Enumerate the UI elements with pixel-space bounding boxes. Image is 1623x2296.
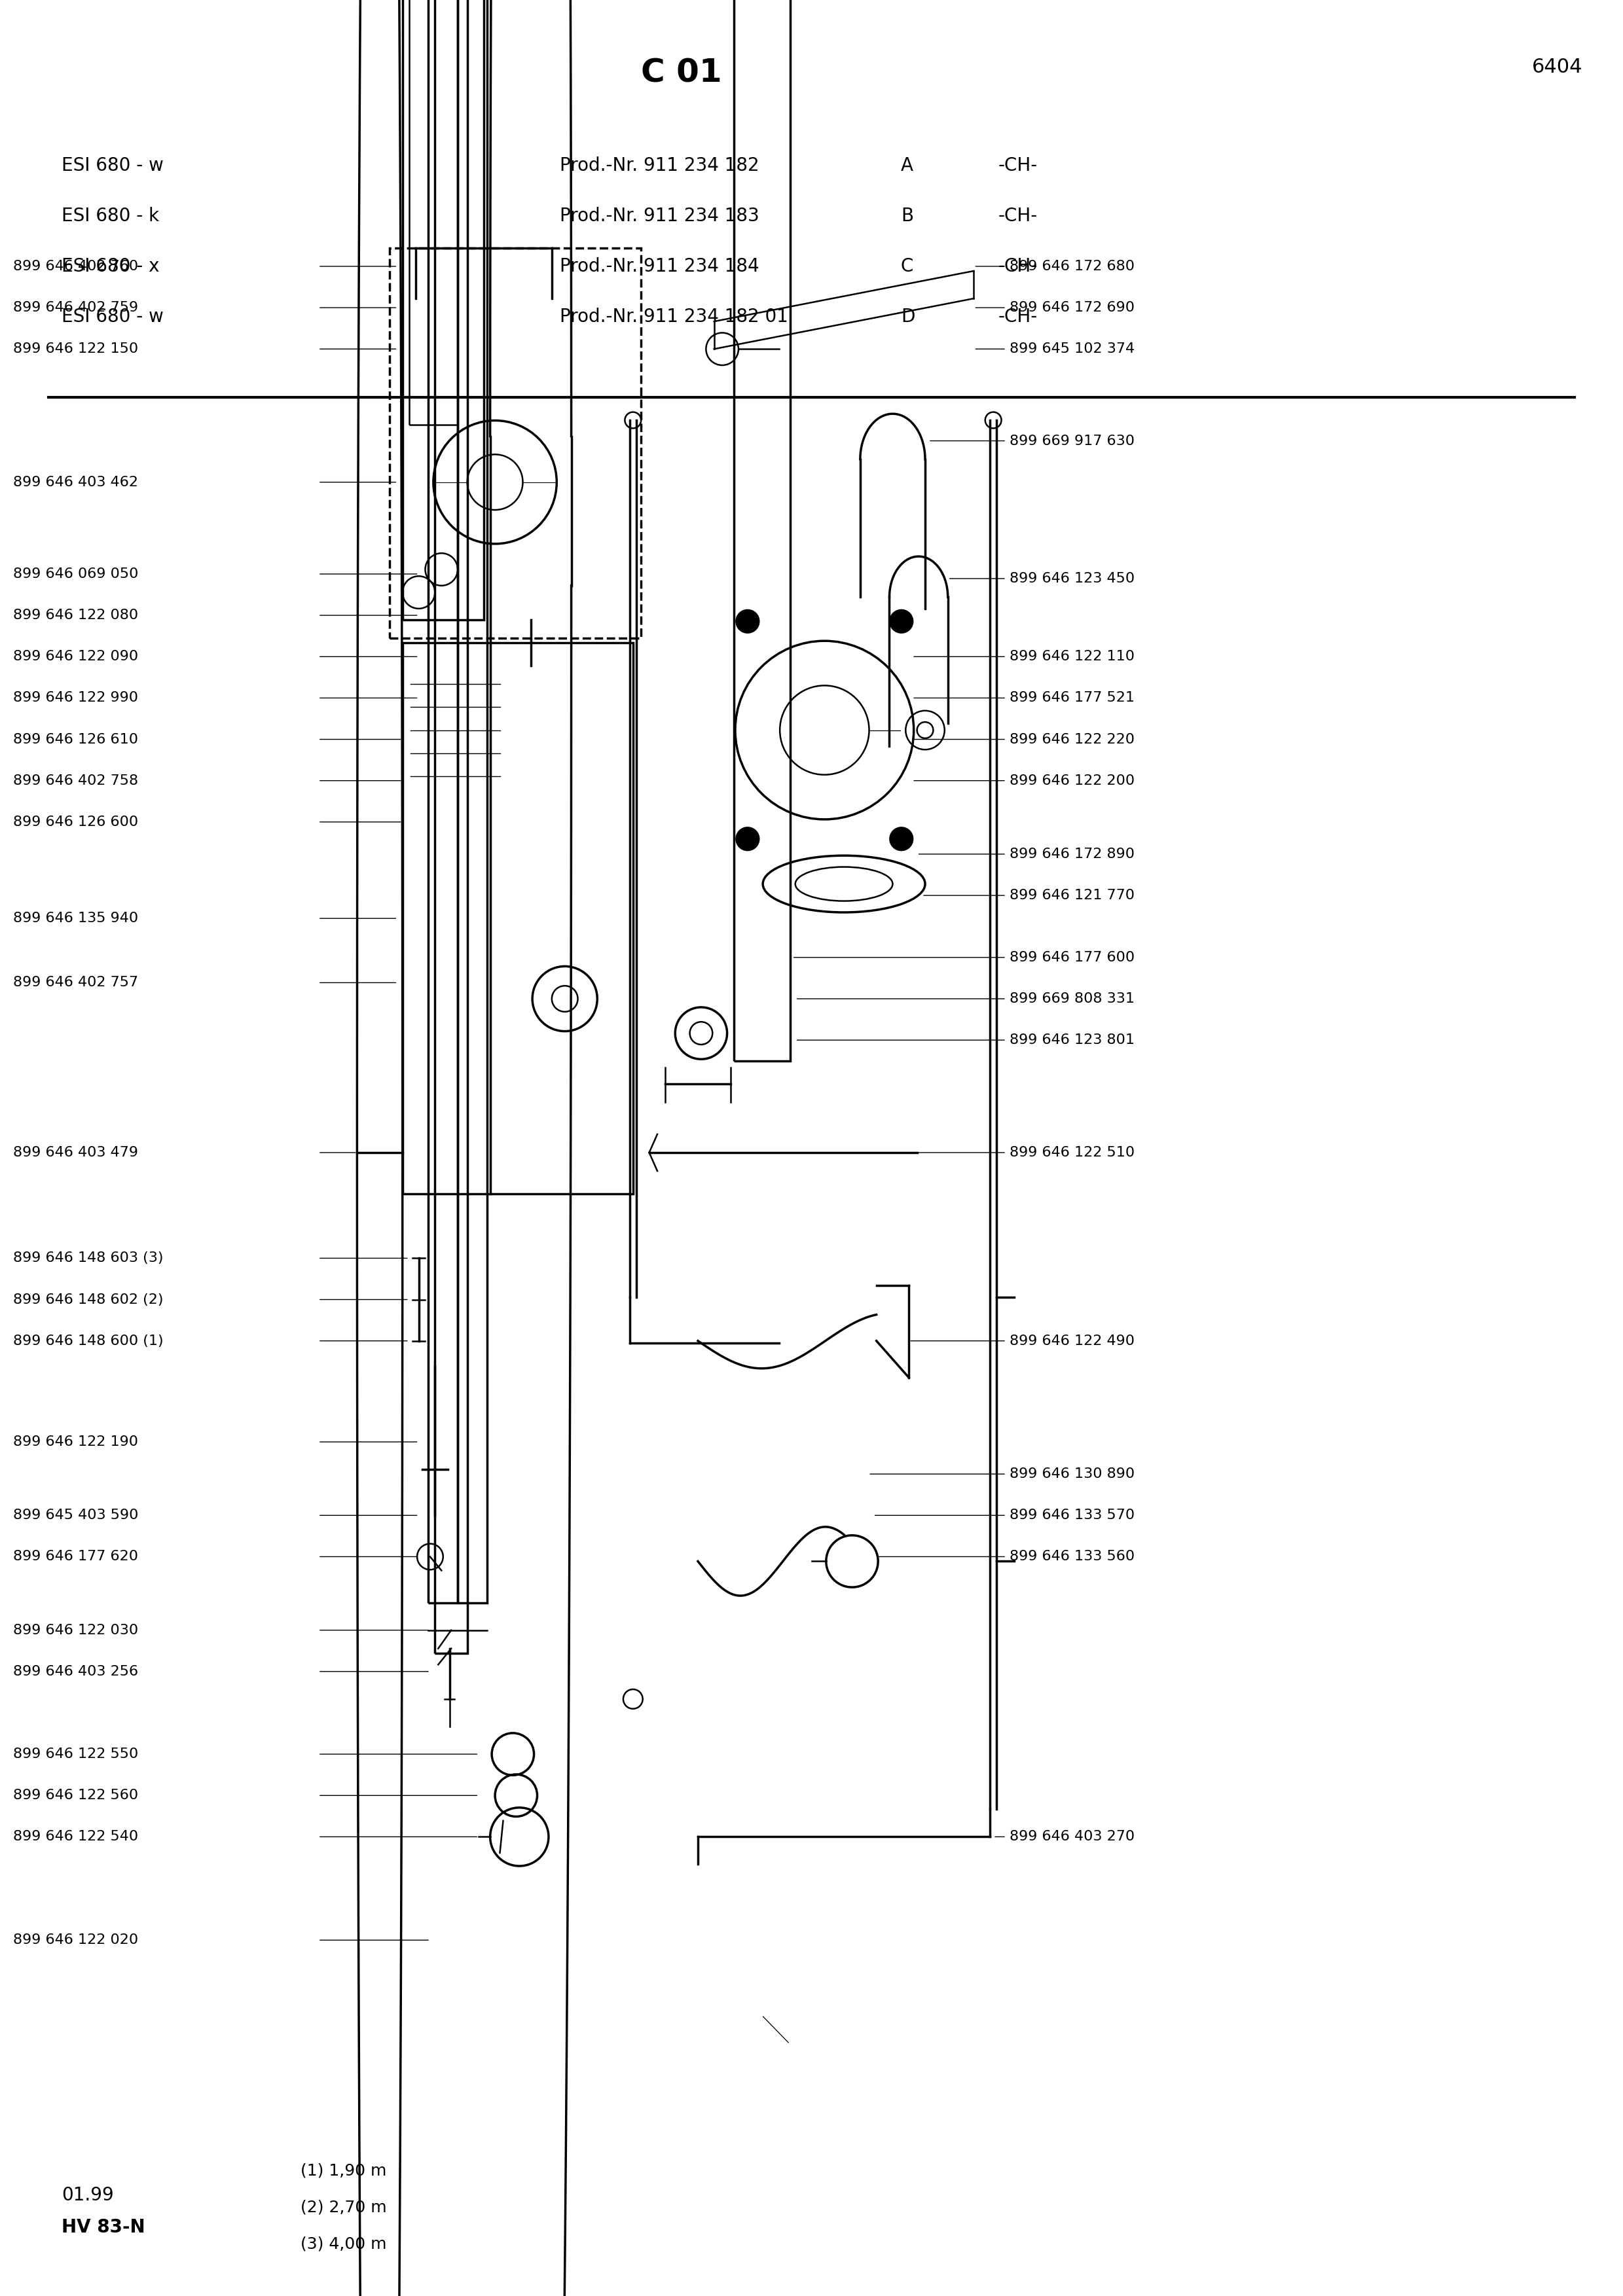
Text: 899 646 122 190: 899 646 122 190 — [13, 1435, 138, 1449]
Text: 899 646 126 600: 899 646 126 600 — [13, 815, 138, 829]
Bar — [734, 0, 790, 1061]
Text: 899 646 122 490: 899 646 122 490 — [1010, 1334, 1134, 1348]
Text: -CH-: -CH- — [998, 257, 1037, 276]
Text: 899 646 177 600: 899 646 177 600 — [1010, 951, 1134, 964]
Text: 899 646 177 620: 899 646 177 620 — [13, 1550, 138, 1564]
Text: 899 646 403 256: 899 646 403 256 — [13, 1665, 138, 1678]
Text: 899 646 122 080: 899 646 122 080 — [13, 608, 138, 622]
Circle shape — [889, 611, 912, 634]
Text: 899 646 122 110: 899 646 122 110 — [1010, 650, 1134, 664]
Text: ESI 680 - k: ESI 680 - k — [62, 207, 159, 225]
Text: D: D — [901, 308, 915, 326]
Text: 899 646 126 610: 899 646 126 610 — [13, 732, 138, 746]
Bar — [403, 643, 633, 1194]
Text: 899 646 122 510: 899 646 122 510 — [1010, 1146, 1134, 1159]
Text: 6404: 6404 — [1532, 57, 1582, 76]
Text: 899 646 135 940: 899 646 135 940 — [13, 912, 138, 925]
Text: (1) 1,90 m: (1) 1,90 m — [300, 2163, 386, 2179]
Text: 899 646 402 760: 899 646 402 760 — [13, 259, 138, 273]
Text: 899 646 123 450: 899 646 123 450 — [1010, 572, 1134, 585]
Bar — [409, 0, 458, 425]
Circle shape — [889, 827, 912, 850]
Text: -CH-: -CH- — [998, 308, 1037, 326]
Text: 899 646 172 680: 899 646 172 680 — [1010, 259, 1134, 273]
Text: 899 646 121 770: 899 646 121 770 — [1010, 889, 1134, 902]
Text: 899 646 130 890: 899 646 130 890 — [1010, 1467, 1134, 1481]
Text: 899 645 102 374: 899 645 102 374 — [1010, 342, 1134, 356]
Bar — [428, 0, 458, 1603]
Text: Prod.-Nr. 911 234 184: Prod.-Nr. 911 234 184 — [560, 257, 760, 276]
Text: Prod.-Nr. 911 234 183: Prod.-Nr. 911 234 183 — [560, 207, 760, 225]
Circle shape — [737, 827, 760, 850]
Text: 899 646 172 890: 899 646 172 890 — [1010, 847, 1134, 861]
Text: 899 646 122 030: 899 646 122 030 — [13, 1623, 138, 1637]
Text: 899 646 122 560: 899 646 122 560 — [13, 1789, 138, 1802]
Text: 899 646 148 603 (3): 899 646 148 603 (3) — [13, 1251, 164, 1265]
Text: 899 646 172 690: 899 646 172 690 — [1010, 301, 1134, 315]
Text: 899 646 177 521: 899 646 177 521 — [1010, 691, 1134, 705]
Text: -CH-: -CH- — [998, 207, 1037, 225]
Text: 899 646 402 757: 899 646 402 757 — [13, 976, 138, 990]
Text: 899 646 122 550: 899 646 122 550 — [13, 1747, 138, 1761]
Text: 899 646 402 759: 899 646 402 759 — [13, 301, 138, 315]
Text: 899 669 808 331: 899 669 808 331 — [1010, 992, 1134, 1006]
Text: 899 646 148 600 (1): 899 646 148 600 (1) — [13, 1334, 164, 1348]
Text: ESI 680 - x: ESI 680 - x — [62, 257, 159, 276]
Bar — [458, 0, 487, 1603]
Text: -CH-: -CH- — [998, 156, 1037, 174]
Text: ESI 680 - w: ESI 680 - w — [62, 156, 164, 174]
Text: (2) 2,70 m: (2) 2,70 m — [300, 2200, 386, 2216]
Text: 899 646 148 602 (2): 899 646 148 602 (2) — [13, 1293, 164, 1306]
Text: Prod.-Nr. 911 234 182: Prod.-Nr. 911 234 182 — [560, 156, 760, 174]
Text: 899 646 133 560: 899 646 133 560 — [1010, 1550, 1134, 1564]
Text: 899 646 122 200: 899 646 122 200 — [1010, 774, 1134, 788]
Text: 899 646 402 758: 899 646 402 758 — [13, 774, 138, 788]
Text: Prod.-Nr. 911 234 182 01: Prod.-Nr. 911 234 182 01 — [560, 308, 789, 326]
Text: 899 646 122 220: 899 646 122 220 — [1010, 732, 1134, 746]
Bar — [390, 248, 641, 638]
Text: 899 646 122 540: 899 646 122 540 — [13, 1830, 138, 1844]
Text: 01.99: 01.99 — [62, 2186, 114, 2204]
Text: 899 645 403 590: 899 645 403 590 — [13, 1508, 138, 1522]
Text: C 01: C 01 — [641, 57, 722, 90]
Text: 899 646 122 150: 899 646 122 150 — [13, 342, 138, 356]
Text: 899 669 917 630: 899 669 917 630 — [1010, 434, 1134, 448]
Text: 899 646 403 270: 899 646 403 270 — [1010, 1830, 1134, 1844]
Bar — [435, 0, 467, 1653]
Text: 899 646 069 050: 899 646 069 050 — [13, 567, 138, 581]
Text: HV 83-N: HV 83-N — [62, 2218, 144, 2236]
Text: (3) 4,00 m: (3) 4,00 m — [300, 2236, 386, 2252]
Text: 899 646 122 090: 899 646 122 090 — [13, 650, 138, 664]
Text: 899 646 403 479: 899 646 403 479 — [13, 1146, 138, 1159]
Circle shape — [737, 611, 760, 634]
Text: 899 646 122 990: 899 646 122 990 — [13, 691, 138, 705]
Text: 899 646 122 020: 899 646 122 020 — [13, 1933, 138, 1947]
Text: 899 646 403 462: 899 646 403 462 — [13, 475, 138, 489]
Bar — [403, 0, 484, 620]
Text: A: A — [901, 156, 914, 174]
Text: B: B — [901, 207, 914, 225]
Text: 899 646 133 570: 899 646 133 570 — [1010, 1508, 1134, 1522]
Text: 899 646 123 801: 899 646 123 801 — [1010, 1033, 1134, 1047]
Text: ESI 680 - w: ESI 680 - w — [62, 308, 164, 326]
Text: C: C — [901, 257, 914, 276]
